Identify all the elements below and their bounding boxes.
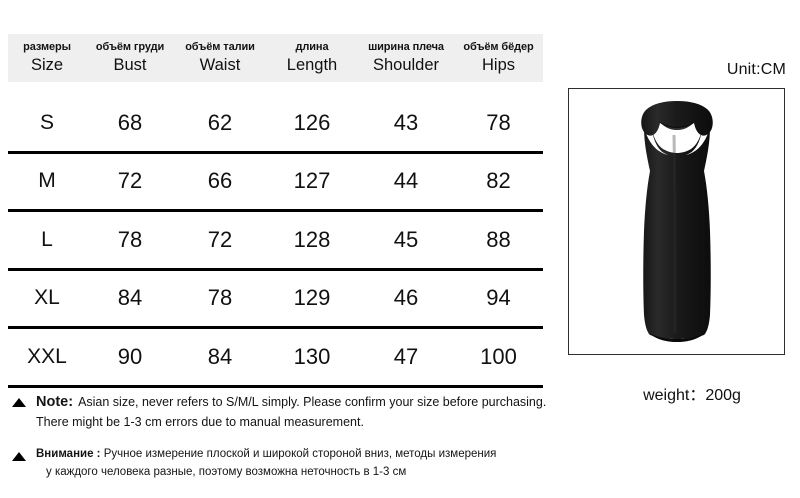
table-row: M 72 66 127 44 82 — [8, 154, 543, 212]
table-row: XXL 90 84 130 47 100 — [8, 329, 543, 388]
cell-size: M — [38, 169, 56, 193]
column-header-length-ru: длина — [295, 40, 329, 53]
cell-hips: 82 — [486, 168, 511, 194]
warning-body-line2: у каждого человека разные, поэтому возмо… — [46, 465, 407, 478]
cell-waist: 62 — [207, 109, 233, 135]
cell-waist: 84 — [207, 343, 233, 369]
column-header-size: размеры Size — [8, 34, 86, 82]
note-block: Note: Asian size, never refers to S/M/L s… — [0, 392, 560, 431]
triangle-bullet-icon — [12, 452, 26, 461]
cell-shoulder: 47 — [393, 343, 419, 369]
cell-bust: 68 — [117, 109, 143, 135]
weight-label: weight：200g — [560, 381, 800, 405]
column-header-waist: объём талии Waist — [174, 34, 266, 82]
warning-row: Внимание : Ручное измерение плоской и ши… — [0, 446, 560, 482]
product-panel: Unit:CM wei — [560, 0, 800, 498]
cell-length: 130 — [293, 343, 331, 369]
column-header-shoulder: ширина плеча Shoulder — [358, 34, 454, 82]
cell-hips: 78 — [486, 109, 511, 135]
warning-text: Внимание : Ручное измерение плоской и ши… — [36, 446, 496, 482]
cell-waist: 78 — [207, 285, 233, 311]
weight-value: 200g — [705, 387, 741, 404]
dress-illustration-icon — [640, 101, 713, 342]
cell-shoulder: 43 — [393, 109, 419, 135]
cell-bust: 78 — [117, 226, 143, 252]
column-header-bust-en: Bust — [113, 55, 147, 74]
unit-label: Unit:CM — [726, 61, 786, 78]
size-chart-table: размеры Size объём груди Bust объём тали… — [8, 34, 543, 388]
cell-hips: 88 — [486, 226, 511, 252]
cell-size: XL — [34, 286, 60, 310]
table-body: S 68 62 126 43 78 M 72 66 127 44 82 L 78… — [8, 95, 543, 388]
column-header-length-en: Length — [286, 55, 338, 74]
cell-hips: 94 — [486, 285, 511, 311]
warning-body-line1: Ручное измерение плоской и широкой сторо… — [103, 448, 497, 460]
cell-length: 127 — [293, 168, 331, 194]
cell-bust: 90 — [117, 343, 143, 369]
note-body: Asian size, never refers to S/M/L simply… — [36, 395, 547, 430]
column-header-shoulder-en: Shoulder — [372, 55, 440, 74]
cell-size: XXL — [27, 344, 67, 368]
weight-label-text: weight： — [643, 387, 706, 404]
cell-length: 128 — [293, 226, 331, 252]
warning-block: Внимание : Ручное измерение плоской и ши… — [0, 446, 560, 482]
triangle-bullet-icon — [12, 398, 26, 407]
column-header-length: длина Length — [266, 34, 358, 82]
column-header-size-ru: размеры — [23, 40, 71, 53]
cell-shoulder: 45 — [393, 226, 419, 252]
cell-length: 126 — [293, 109, 331, 135]
cell-shoulder: 46 — [393, 285, 419, 311]
column-header-bust-ru: объём груди — [95, 40, 165, 53]
column-header-waist-en: Waist — [199, 55, 241, 74]
column-header-bust: объём груди Bust — [86, 34, 174, 82]
cell-length: 129 — [293, 285, 331, 311]
cell-bust: 72 — [117, 168, 143, 194]
cell-waist: 66 — [207, 168, 233, 194]
product-image-frame — [568, 88, 785, 355]
table-row: XL 84 78 129 46 94 — [8, 271, 543, 329]
column-header-size-en: Size — [30, 55, 64, 74]
cell-size: L — [41, 227, 53, 251]
note-label: Note: — [36, 394, 74, 410]
cell-shoulder: 44 — [393, 168, 419, 194]
table-row: S 68 62 126 43 78 — [8, 95, 543, 154]
table-row: L 78 72 128 45 88 — [8, 212, 543, 271]
column-header-hips-en: Hips — [481, 55, 515, 74]
cell-size: S — [39, 110, 54, 134]
note-row: Note: Asian size, never refers to S/M/L s… — [0, 392, 560, 431]
warning-label: Внимание : — [36, 448, 101, 460]
cell-bust: 84 — [117, 285, 143, 311]
column-header-waist-ru: объём талии — [185, 40, 255, 53]
column-header-hips-ru: объём бёдер — [463, 40, 534, 53]
column-header-hips: объём бёдер Hips — [454, 34, 543, 82]
cell-hips: 100 — [480, 343, 517, 369]
table-header-row: размеры Size объём груди Bust объём тали… — [8, 34, 543, 82]
note-text: Note: Asian size, never refers to S/M/L s… — [36, 392, 556, 431]
column-header-shoulder-ru: ширина плеча — [368, 40, 444, 53]
cell-waist: 72 — [207, 226, 233, 252]
